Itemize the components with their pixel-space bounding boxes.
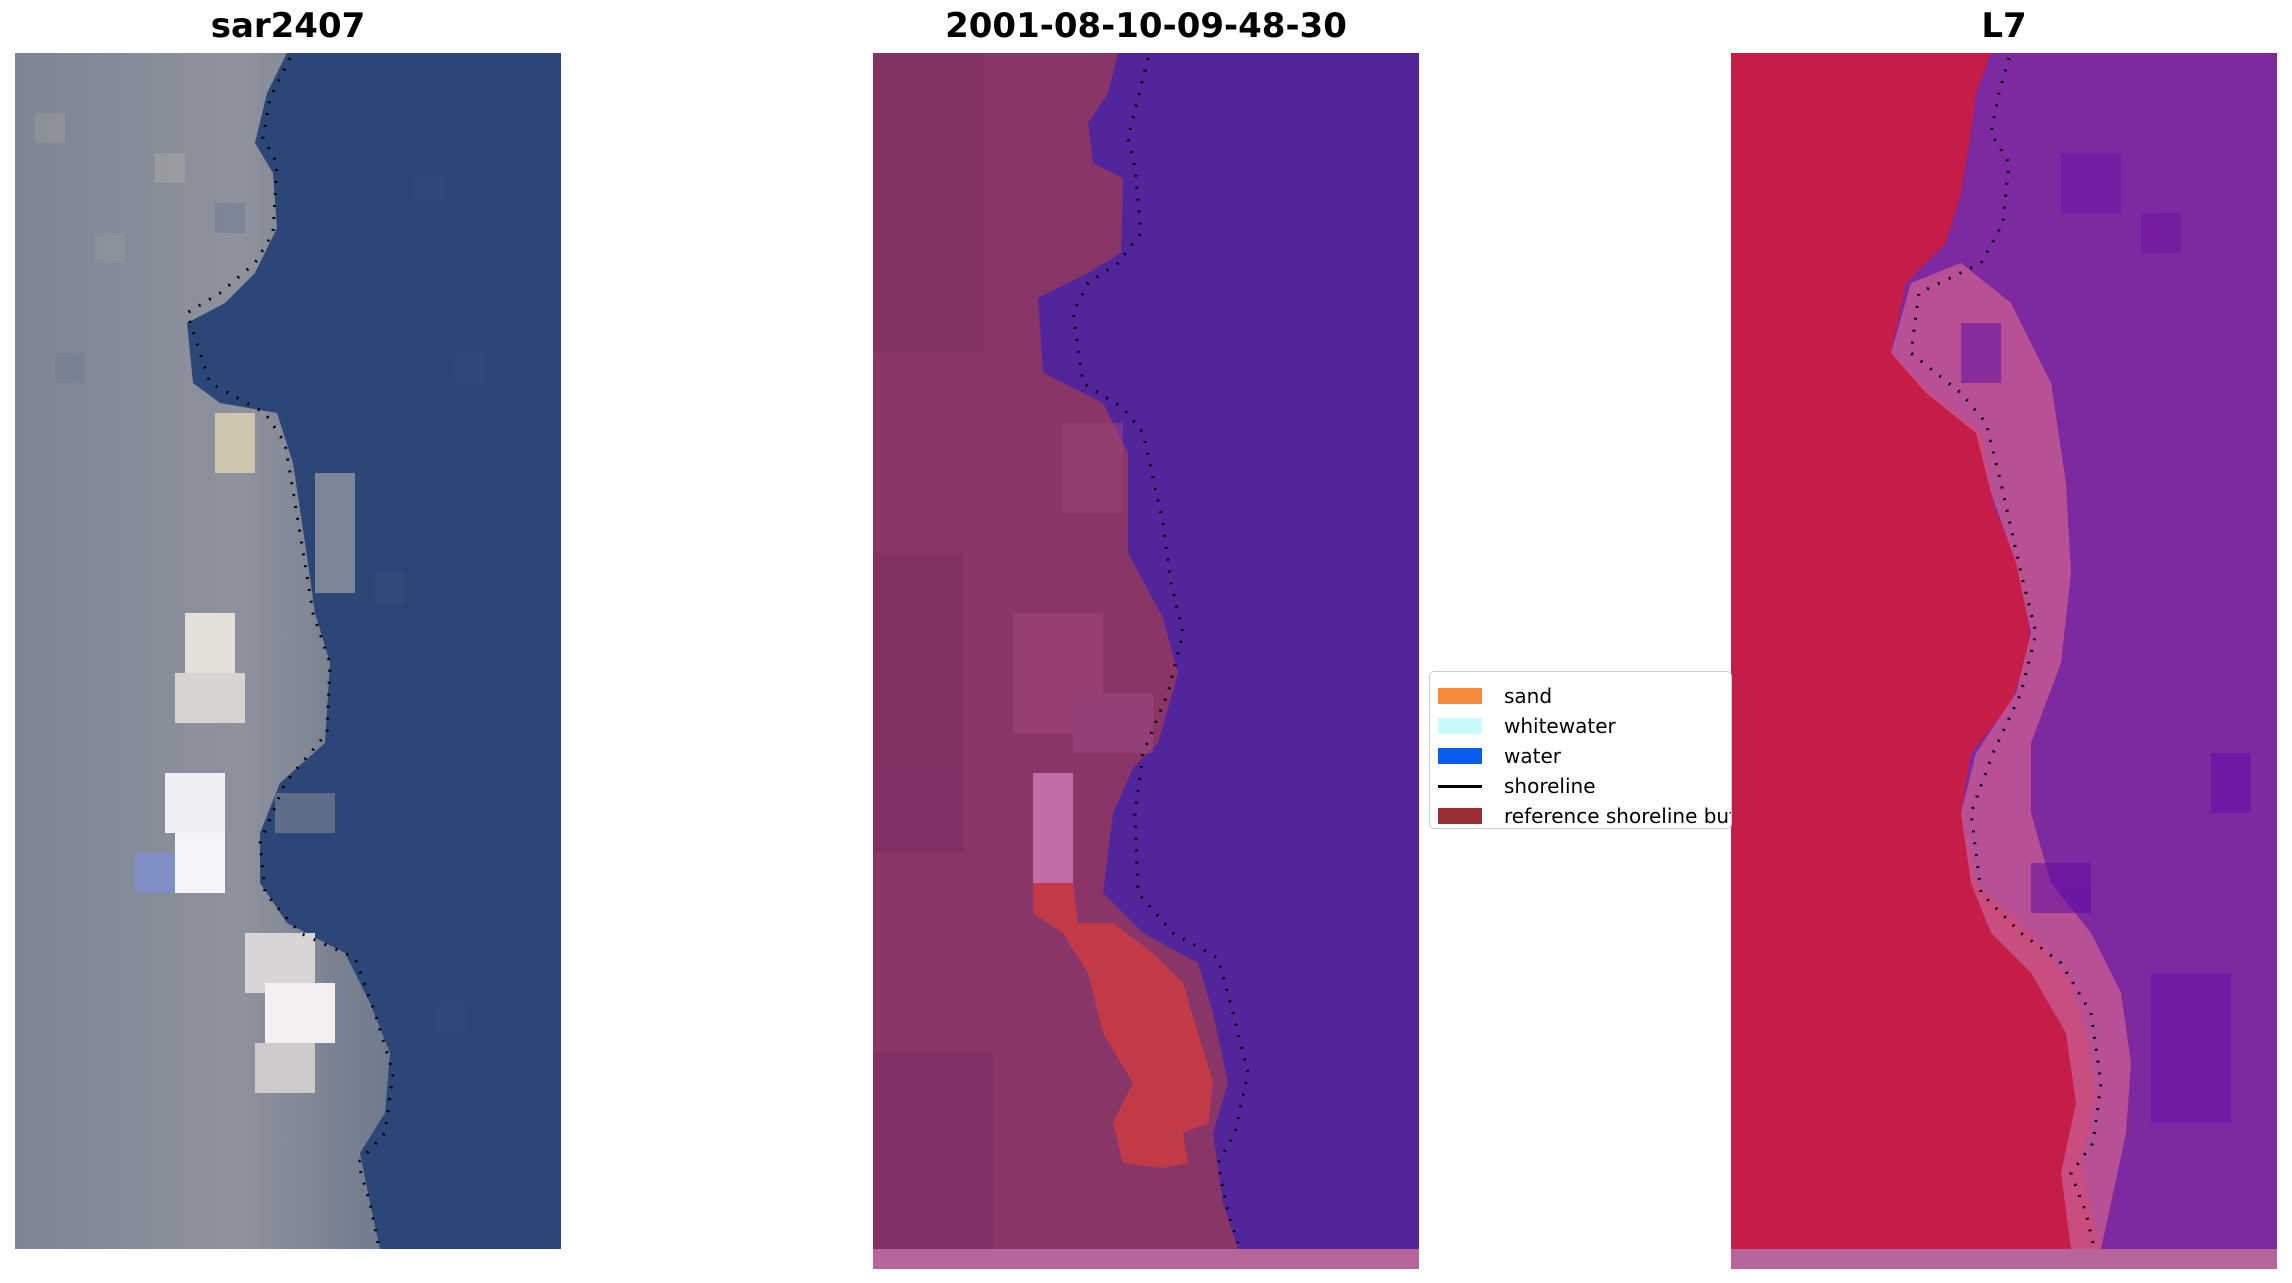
shoreline-dotted (185, 57, 395, 1244)
buffer-swatch (1438, 808, 1482, 824)
legend-label: whitewater (1504, 714, 1616, 738)
panel-title-classified: 2001-08-10-09-48-30 (945, 6, 1347, 46)
sand-swatch (1438, 688, 1482, 704)
legend-item-shoreline: shoreline (1438, 774, 1596, 798)
water-texture (1961, 153, 2251, 1123)
whitewater-swatch (1438, 718, 1482, 734)
bright-sand-patches (135, 413, 355, 1093)
pixel-texture (35, 113, 525, 1033)
footer-strip (1731, 1249, 2277, 1269)
legend-item-reference-buffer: reference shoreline buffer (1438, 804, 1731, 828)
legend-item-sand: sand (1438, 684, 1552, 708)
legend-label: sand (1504, 684, 1553, 708)
legend-item-whitewater: whitewater (1438, 714, 1616, 738)
whitewater-like-patch (1033, 773, 1073, 893)
water-swatch (1438, 748, 1482, 764)
reference-buffer-area (1033, 883, 1213, 1168)
transition-zone (1891, 263, 2131, 1249)
land-texture (873, 53, 1153, 1249)
panel-title-falsecolor: L7 (1981, 6, 2027, 46)
legend-label: water (1504, 744, 1561, 768)
rgb-image-panel (15, 53, 561, 1249)
legend-label: shoreline (1504, 774, 1596, 798)
shoreline-line-swatch (1438, 784, 1482, 788)
legend-item-water: water (1438, 744, 1561, 768)
legend: sand whitewater water shoreline referenc… (1429, 671, 1732, 829)
classified-image-panel (873, 53, 1419, 1269)
panel-title-rgb: sar2407 (210, 6, 366, 46)
legend-label: reference shoreline buffer (1504, 804, 1731, 828)
falsecolor-image-panel (1731, 53, 2277, 1269)
footer-strip (873, 1249, 1419, 1269)
